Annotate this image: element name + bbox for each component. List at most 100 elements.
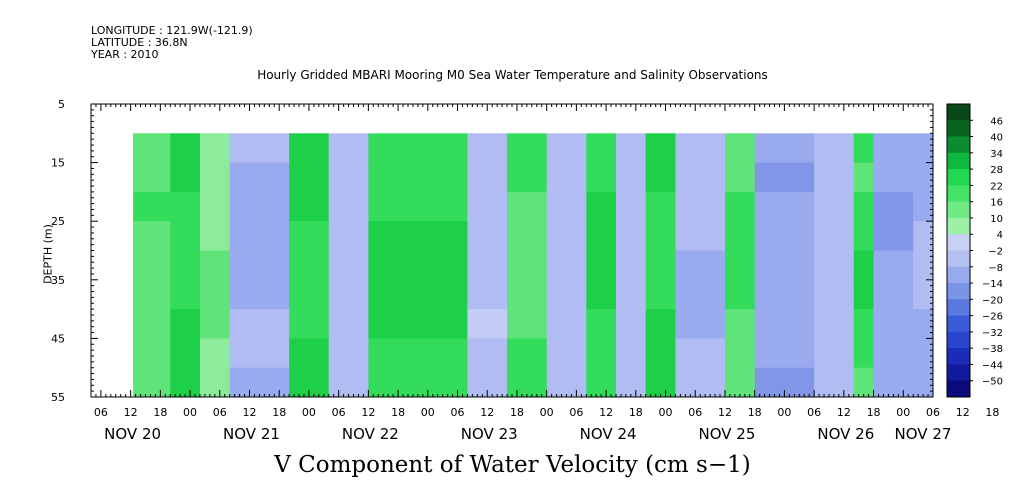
heatmap-cell <box>467 191 508 222</box>
heatmap-cell <box>170 367 201 398</box>
heatmap-cell <box>133 309 171 339</box>
heatmap-cell <box>368 221 468 251</box>
colorbar-swatch <box>947 331 970 349</box>
y-tick-label: 25 <box>51 215 65 228</box>
heatmap-cell <box>675 191 726 222</box>
colorbar-label: −50 <box>982 377 1003 388</box>
heatmap-cell <box>754 162 815 193</box>
heatmap-cell <box>170 250 201 281</box>
heatmap-cell <box>133 162 171 193</box>
heatmap-cell <box>645 221 676 251</box>
heatmap-cell <box>546 191 587 222</box>
colorbar-swatch <box>947 152 970 170</box>
heatmap-cell <box>645 367 676 398</box>
heatmap-cell <box>229 309 290 339</box>
x-hour-label: 18 <box>867 406 881 419</box>
heatmap-cell <box>586 191 617 222</box>
heatmap-cell <box>873 221 914 251</box>
x-hour-label: 06 <box>94 406 108 419</box>
x-hour-label: 00 <box>421 406 435 419</box>
colorbar-label: 22 <box>990 181 1003 192</box>
colorbar-swatch <box>947 283 970 300</box>
colorbar-label: 40 <box>990 133 1003 144</box>
heatmap-cell <box>133 367 171 398</box>
heatmap-cell <box>724 279 756 310</box>
x-hour-label: 12 <box>837 406 851 419</box>
colorbar-swatch <box>947 348 970 365</box>
heatmap-cell <box>328 338 369 369</box>
chart-title: Hourly Gridded MBARI Mooring M0 Sea Wate… <box>257 68 768 82</box>
heatmap-cell <box>133 133 171 164</box>
heatmap-cell <box>754 191 815 222</box>
heatmap-cell <box>133 338 171 369</box>
heatmap-cell <box>170 191 201 222</box>
heatmap-cell <box>289 250 330 281</box>
heatmap-cell <box>507 309 548 339</box>
x-hour-label: 06 <box>332 406 346 419</box>
y-tick-label: 15 <box>51 157 65 170</box>
x-hour-label: 06 <box>569 406 583 419</box>
heatmap-cell <box>853 250 875 281</box>
heatmap-cell <box>328 221 369 251</box>
heatmap-cell <box>586 133 617 164</box>
colorbar-label: 34 <box>990 149 1003 160</box>
heatmap-cell <box>368 338 468 369</box>
heatmap-cell <box>546 367 587 398</box>
colorbar-swatch <box>947 315 970 333</box>
colorbar-label: −32 <box>982 328 1003 339</box>
heatmap-cell <box>616 250 647 281</box>
x-hour-label: 06 <box>451 406 465 419</box>
heatmap-cell <box>229 367 290 398</box>
heatmap-cell <box>586 309 617 339</box>
heatmap-cell <box>814 221 855 251</box>
heatmap-cell <box>199 162 231 193</box>
heatmap-cell <box>368 133 468 164</box>
heatmap-cell <box>754 279 815 310</box>
x-hour-label: 18 <box>510 406 524 419</box>
heatmap-cell <box>289 338 330 369</box>
heatmap-cell <box>873 191 914 222</box>
heatmap-cell <box>814 162 855 193</box>
heatmap-cell <box>546 279 587 310</box>
x-hour-label: 18 <box>153 406 167 419</box>
colorbar-swatch <box>947 104 970 121</box>
heatmap-cell <box>586 367 617 398</box>
heatmap-cell <box>724 367 756 398</box>
x-day-label: NOV 20 <box>104 425 161 443</box>
heatmap-cell <box>853 367 875 398</box>
heatmap-cell <box>289 221 330 251</box>
heatmap-cell <box>289 162 330 193</box>
heatmap-cell <box>645 191 676 222</box>
x-hour-label: 00 <box>183 406 197 419</box>
x-hour-label: 12 <box>124 406 138 419</box>
colorbar-label: −38 <box>982 344 1003 355</box>
heatmap-cell <box>507 367 548 398</box>
x-day-label: NOV 26 <box>817 425 874 443</box>
heatmap-cell <box>467 250 508 281</box>
heatmap-cell <box>133 191 171 222</box>
x-hour-label: 00 <box>302 406 316 419</box>
heatmap-cell <box>328 162 369 193</box>
heatmap-cell <box>368 279 468 310</box>
heatmap-cell <box>368 191 468 222</box>
heatmap-cell <box>724 162 756 193</box>
heatmap-cell <box>675 367 726 398</box>
heatmap-cell <box>853 162 875 193</box>
heatmap-cell <box>675 338 726 369</box>
heatmap-cell <box>546 309 587 339</box>
heatmap-cell <box>133 279 171 310</box>
heatmap-cell <box>675 221 726 251</box>
heatmap-cell <box>675 133 726 164</box>
y-tick-label: 5 <box>58 98 65 111</box>
heatmap-cell <box>170 338 201 369</box>
heatmap-cell <box>645 279 676 310</box>
heatmap-cell <box>507 338 548 369</box>
x-hour-label: 18 <box>272 406 286 419</box>
y-tick-label: 45 <box>51 332 65 345</box>
heatmap-cell <box>873 309 914 339</box>
heatmap-cell <box>133 250 171 281</box>
heatmap-cell <box>913 338 934 369</box>
colorbar: 46 40 34 28 22 16 10 4 −2 −8 −14 −20 −26 −32 −38 −44 −50 <box>946 103 1003 398</box>
heatmap-cell <box>133 221 171 251</box>
